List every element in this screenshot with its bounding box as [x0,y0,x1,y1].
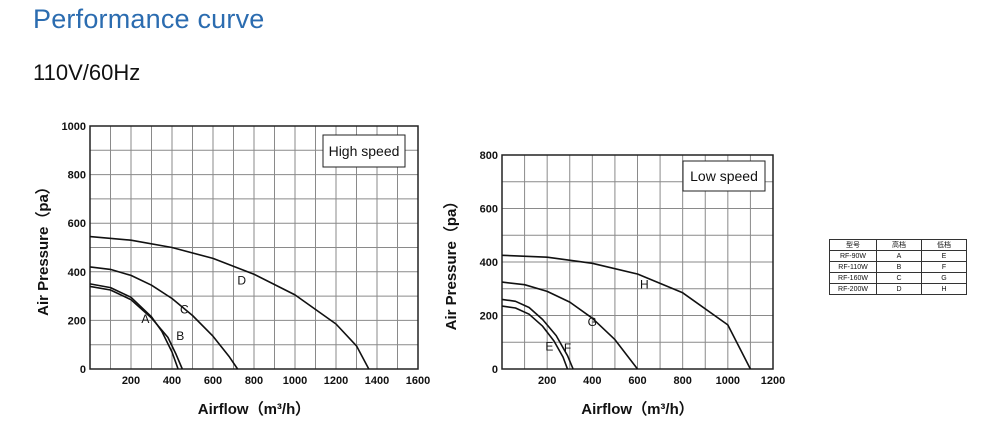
page-title: Performance curve [33,4,265,34]
model-table-header: 低档 [921,239,967,251]
y-tick-label: 0 [492,364,498,376]
x-tick-label: 400 [583,375,601,387]
table-row: RF-110W B F [829,261,967,273]
curve-C [89,266,239,370]
x-tick-label: 600 [204,375,222,387]
high-speed-cell: A [876,250,922,262]
curve-label-E: E [545,339,553,353]
curve-label-A: A [141,312,149,326]
model-cell: RF-200W [829,283,877,295]
low-speed-cell: G [921,272,967,284]
curve-B [89,285,184,370]
x-tick-label: 400 [163,375,181,387]
curve-E [501,305,569,370]
curve-label-H: H [640,278,649,292]
x-tick-label: 1600 [406,375,430,387]
model-table-header: 型号 [829,239,877,251]
high-speed-cell: B [876,261,922,273]
plot-frame [89,125,419,370]
y-tick-label: 800 [480,150,498,162]
model-cell: RF-160W [829,272,877,284]
y-tick-label: 200 [480,311,498,323]
x-tick-label: 1000 [716,375,740,387]
legend-box [322,134,406,168]
x-tick-label: 1200 [761,375,785,387]
curve-label-C: C [180,302,189,316]
x-tick-label: 200 [538,375,556,387]
y-tick-label: 800 [68,170,86,182]
low-speed-cell: F [921,261,967,273]
y-tick-label: 0 [80,364,86,376]
table-row: RF-160W C G [829,272,967,284]
x-tick-label: 600 [628,375,646,387]
y-tick-label: 600 [480,204,498,216]
curve-F [501,298,574,370]
curve-label-D: D [237,273,246,287]
legend-label: High speed [329,143,400,159]
y-axis-label: Air Pressure（pa） [34,179,52,316]
x-axis-label: Airflow（m³/h） [581,400,694,418]
low-speed-cell: E [921,250,967,262]
high-speed-cell: D [876,283,922,295]
y-tick-label: 1000 [62,121,86,133]
curve-label-G: G [588,315,597,329]
table-row: RF-90W A E [829,250,967,262]
curve-A [89,283,179,370]
curve-D [89,235,370,370]
x-tick-label: 800 [673,375,691,387]
curve-label-B: B [176,329,184,343]
x-tick-label: 1400 [365,375,389,387]
x-tick-label: 1200 [324,375,348,387]
y-tick-label: 400 [68,267,86,279]
model-table-header: 高档 [876,239,922,251]
model-table-header-row: 型号 高档 低档 [829,239,967,251]
table-row: RF-200W D H [829,283,967,295]
y-tick-label: 600 [68,218,86,230]
legend-label: Low speed [690,168,758,184]
voltage-subtitle: 110V/60Hz [33,60,141,85]
model-table: 型号 高档 低档 RF-90W A E RF-110W B F RF-160W … [829,239,967,295]
y-tick-label: 200 [68,315,86,327]
model-cell: RF-90W [829,250,877,262]
x-tick-label: 800 [245,375,263,387]
y-tick-label: 400 [480,257,498,269]
y-axis-label: Air Pressure（pa） [442,194,460,331]
x-axis-label: Airflow（m³/h） [198,400,311,418]
curve-H [501,254,752,370]
model-cell: RF-110W [829,261,877,273]
curve-label-F: F [564,341,571,355]
low-speed-cell: H [921,283,967,295]
x-tick-label: 200 [122,375,140,387]
x-tick-label: 1000 [283,375,307,387]
curve-G [501,281,639,370]
high-speed-cell: C [876,272,922,284]
legend-box [682,160,766,192]
